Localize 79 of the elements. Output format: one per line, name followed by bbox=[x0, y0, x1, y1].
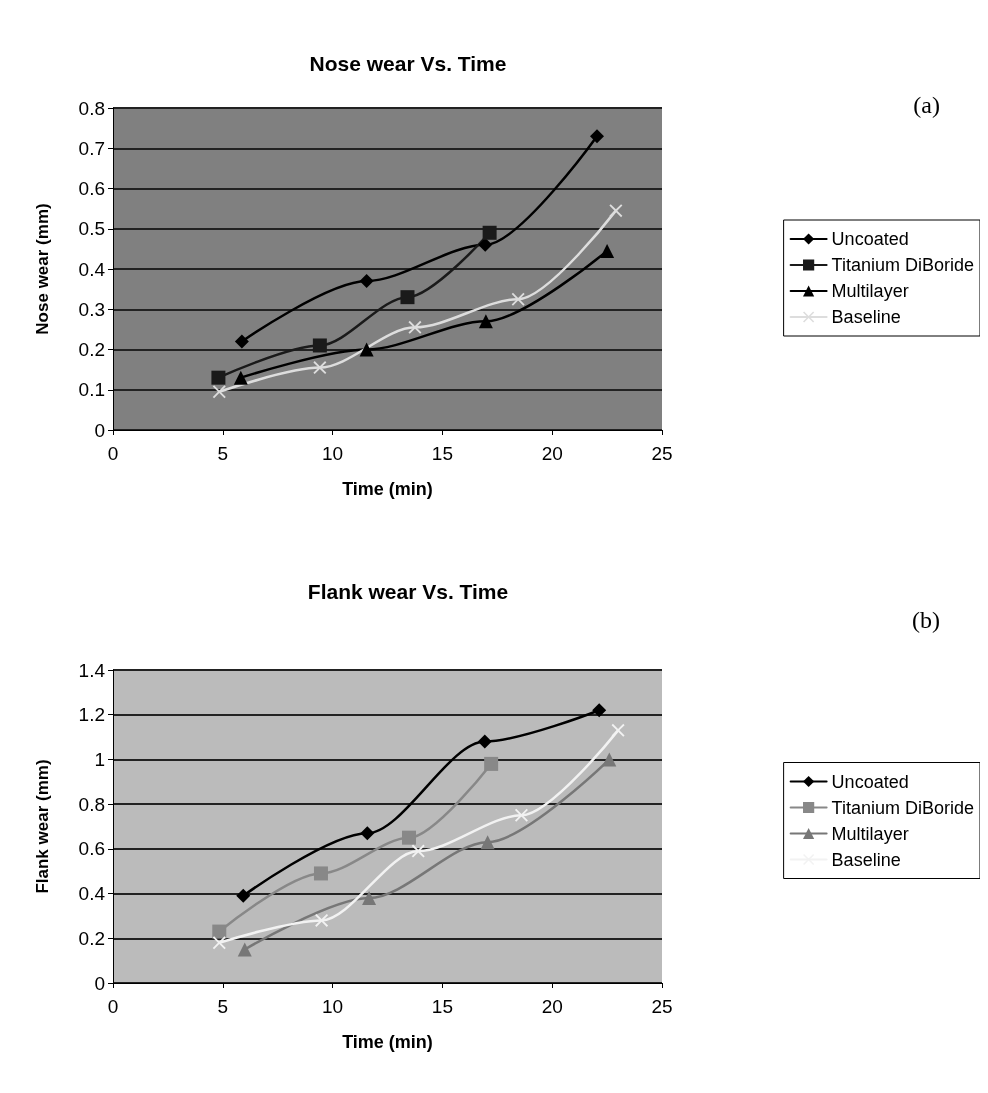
y-tick-label: 0.1 bbox=[78, 379, 105, 401]
point bbox=[402, 830, 417, 845]
x-tick-label: 10 bbox=[322, 996, 344, 1017]
y-axis-title: Flank wear (mm) bbox=[33, 759, 52, 894]
y-tick-label: 0.8 bbox=[78, 793, 105, 815]
point bbox=[611, 723, 625, 737]
point bbox=[408, 320, 422, 334]
y-tick-label: 0.4 bbox=[78, 258, 106, 280]
y-tick-label: 0 bbox=[94, 972, 105, 994]
point bbox=[411, 844, 425, 858]
legend-label: Uncoated bbox=[831, 771, 909, 792]
y-tick-label: 0.2 bbox=[78, 339, 105, 360]
point bbox=[360, 826, 375, 841]
point bbox=[234, 334, 249, 349]
y-tick-label: 1.4 bbox=[78, 659, 106, 681]
point bbox=[236, 888, 251, 903]
x-tick-label: 0 bbox=[107, 996, 119, 1017]
x-tick-label: 20 bbox=[541, 443, 563, 464]
chart-title: Flank wear Vs. Time bbox=[307, 580, 509, 603]
point bbox=[480, 835, 495, 850]
point bbox=[609, 204, 623, 218]
x-tick-label: 15 bbox=[431, 996, 453, 1017]
x-tick-label: 20 bbox=[541, 996, 563, 1017]
y-tick-label: 1 bbox=[94, 748, 105, 770]
point bbox=[233, 370, 248, 385]
point bbox=[212, 385, 226, 399]
text: (a) bbox=[913, 92, 940, 118]
x-tick-label: 5 bbox=[217, 996, 229, 1017]
x-axis-title: Time (min) bbox=[342, 1032, 433, 1052]
y-tick-label: 0.2 bbox=[78, 927, 105, 949]
point bbox=[313, 361, 327, 375]
point bbox=[482, 225, 497, 240]
y-tick-label: 0.6 bbox=[78, 838, 105, 860]
point bbox=[478, 314, 493, 329]
y-tick-label: 0.3 bbox=[78, 298, 105, 320]
y-tick-label: 0.5 bbox=[78, 218, 105, 240]
y-tick-label: 0.8 bbox=[78, 97, 105, 119]
y-tick-label: 0 bbox=[94, 419, 105, 441]
legend-label: Multilayer bbox=[831, 823, 909, 844]
point bbox=[312, 338, 327, 353]
point bbox=[211, 370, 226, 385]
point bbox=[590, 129, 604, 144]
point bbox=[478, 237, 493, 252]
y-tick-label: 1.2 bbox=[78, 704, 105, 726]
chart-title: Nose wear Vs. Time bbox=[309, 52, 507, 75]
point bbox=[484, 756, 499, 771]
point bbox=[212, 924, 227, 939]
y-tick-label: 0.4 bbox=[78, 883, 106, 905]
legend-label: Titanium DiBoride bbox=[831, 255, 975, 275]
text: (b) bbox=[912, 607, 940, 633]
point bbox=[400, 290, 415, 305]
point bbox=[514, 808, 528, 822]
point bbox=[359, 342, 374, 357]
legend-label: Baseline bbox=[831, 849, 901, 870]
legend-label: Multilayer bbox=[831, 281, 909, 301]
y-tick-label: 0.6 bbox=[78, 178, 105, 199]
point bbox=[600, 243, 615, 258]
y-tick-label: 0.7 bbox=[78, 137, 105, 159]
x-tick-label: 25 bbox=[651, 996, 673, 1017]
x-tick-label: 15 bbox=[431, 443, 453, 464]
x-tick-label: 0 bbox=[107, 443, 119, 464]
point bbox=[511, 292, 525, 306]
x-axis-title: Time (min) bbox=[342, 479, 433, 499]
point bbox=[313, 866, 328, 881]
y-axis-title: Nose wear (mm) bbox=[33, 203, 52, 335]
legend-label: Baseline bbox=[831, 307, 901, 327]
point bbox=[362, 891, 377, 906]
legend-label: Uncoated bbox=[831, 229, 909, 249]
point bbox=[359, 274, 374, 289]
point bbox=[602, 752, 617, 767]
point bbox=[315, 913, 329, 927]
point bbox=[477, 734, 492, 749]
point bbox=[592, 703, 607, 718]
legend-label: Titanium DiBoride bbox=[831, 797, 975, 818]
x-tick-label: 5 bbox=[217, 443, 229, 464]
x-tick-label: 25 bbox=[651, 443, 673, 464]
point bbox=[237, 942, 252, 957]
point bbox=[212, 936, 226, 950]
x-tick-label: 10 bbox=[322, 443, 344, 464]
